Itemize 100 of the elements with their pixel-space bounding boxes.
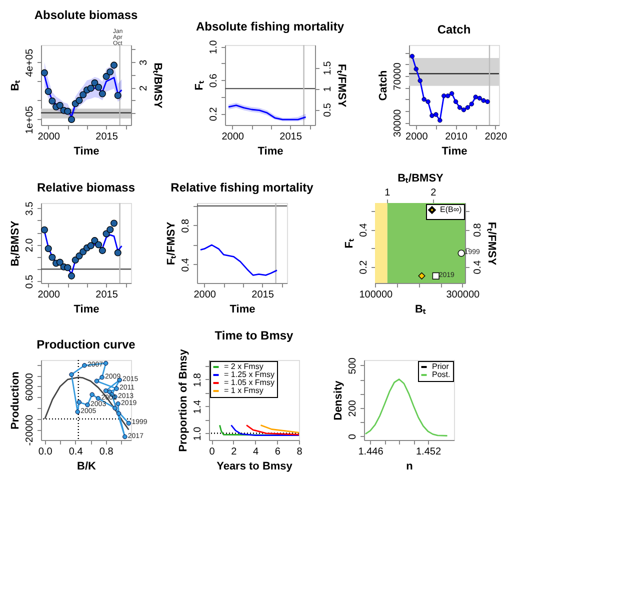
x-tick-label: 100000: [359, 290, 394, 300]
x-tick-label: 1.452: [416, 446, 442, 458]
x-axis-title: Time: [74, 304, 100, 316]
y2-tick-label: 0.8: [472, 222, 484, 238]
chart-title: Relative biomass: [36, 180, 136, 194]
y-tick-label: 60000: [24, 372, 36, 401]
x-tick-label: 1.446: [358, 446, 384, 458]
x-tick-label: 0.0: [38, 446, 53, 458]
point: [95, 84, 102, 91]
point: [76, 96, 83, 104]
legend-label: Prior: [432, 362, 450, 371]
x2-axis-title: Bₜ/BMSY: [398, 172, 444, 184]
y-tick-label: 1.8: [192, 372, 204, 387]
x-tick-label: 6: [274, 446, 281, 458]
x-tick-label: 2: [231, 446, 238, 458]
point: [40, 226, 48, 234]
point: [116, 411, 122, 416]
y2-tick-label: 3: [138, 59, 150, 66]
point: [426, 99, 430, 104]
y2-axis-title: Fₜ/FMSY: [486, 222, 498, 266]
point: [82, 363, 87, 368]
point: [430, 113, 434, 118]
point: [91, 237, 98, 244]
y-tick-label: 0.5: [24, 274, 36, 289]
y2-tick-label: 1.5: [322, 60, 334, 76]
x-tick-label: 2015: [280, 132, 302, 142]
point: [410, 54, 415, 59]
y-tick-label: 200: [348, 400, 358, 417]
y-tick-label: 1.0: [208, 40, 220, 54]
point: [442, 93, 446, 98]
y2-tick-label: 0.5: [322, 102, 334, 117]
point: [87, 242, 94, 250]
x-axis-title: Time: [74, 146, 100, 158]
chart-title: Time to Bmsy: [214, 328, 294, 343]
y-axis-title: Catch: [378, 70, 390, 101]
point: [56, 102, 64, 109]
point: [445, 93, 450, 98]
y-axis-title: Bₜ: [10, 80, 22, 91]
x-tick-label: 2020: [484, 132, 508, 142]
point: [40, 69, 48, 76]
point: [64, 264, 72, 272]
x-tick-label: 2000: [38, 132, 60, 142]
point: [76, 400, 82, 405]
point: [422, 96, 426, 102]
point: [90, 392, 94, 397]
chart-title: Relative fishing mortality: [170, 180, 314, 194]
point: [112, 406, 118, 410]
x-axis-title: B/K: [77, 460, 96, 472]
y-tick-label: 70000: [392, 62, 404, 90]
point: [98, 247, 106, 254]
x2-tick-label: 1: [384, 188, 391, 198]
legend-label: E(B∞): [440, 205, 462, 214]
point: [114, 92, 122, 99]
x-axis-title: Years to Bmsy: [216, 460, 294, 472]
y-axis-title: Proportion of Bmsy: [178, 348, 190, 452]
chart-title: Absolute fishing mortality: [196, 20, 344, 34]
point: [106, 68, 114, 76]
point: [68, 272, 76, 280]
line-series: [200, 244, 278, 276]
point: [103, 360, 108, 366]
y-tick-label: 4e+05: [24, 48, 36, 77]
point: [56, 258, 64, 266]
point: [457, 105, 462, 110]
x-axis-title: Bₜ: [415, 304, 426, 316]
y-axis-title: Production: [10, 371, 22, 430]
x-tick-label: 2000: [406, 132, 428, 142]
y-tick-label: 500: [348, 357, 358, 374]
point: [473, 94, 478, 100]
point: [122, 434, 128, 440]
x-tick-label: 2000: [222, 132, 244, 142]
point: [64, 108, 72, 115]
y-tick-label: 1.4: [192, 400, 204, 414]
x-tick-label: 2015: [252, 290, 274, 300]
y-tick-label: 1.0: [192, 426, 204, 441]
point: [98, 90, 106, 98]
y-tick-label: 0.2: [208, 106, 220, 122]
point: [75, 410, 80, 414]
y-axis-title: Fₜ/FMSY: [166, 221, 178, 266]
point: [116, 401, 120, 406]
y-axis-title: Fₜ: [194, 80, 206, 90]
point: [434, 112, 438, 117]
point: [72, 256, 79, 264]
x-axis-title: Time: [442, 146, 468, 158]
y2-axis-title: Fₜ/FMSY: [336, 64, 348, 108]
chart-title: Production curve: [36, 337, 136, 352]
x-tick-label: 2015: [96, 132, 118, 142]
point: [96, 396, 101, 401]
chart-title: Catch: [437, 22, 471, 36]
point: [100, 374, 104, 380]
point: [102, 72, 110, 80]
x-tick-label: 2000: [194, 290, 216, 300]
point: [418, 78, 422, 84]
y-axis-title: Fₜ: [344, 238, 356, 248]
point: [453, 99, 458, 104]
point: [48, 97, 56, 105]
y-axis-title: Bₜ/BMSY: [10, 220, 22, 266]
x-tick-label: 300000: [446, 290, 480, 300]
y-tick-label: 3.5: [24, 201, 36, 216]
y-tick-label: 30000: [392, 108, 404, 138]
point: [485, 99, 490, 104]
